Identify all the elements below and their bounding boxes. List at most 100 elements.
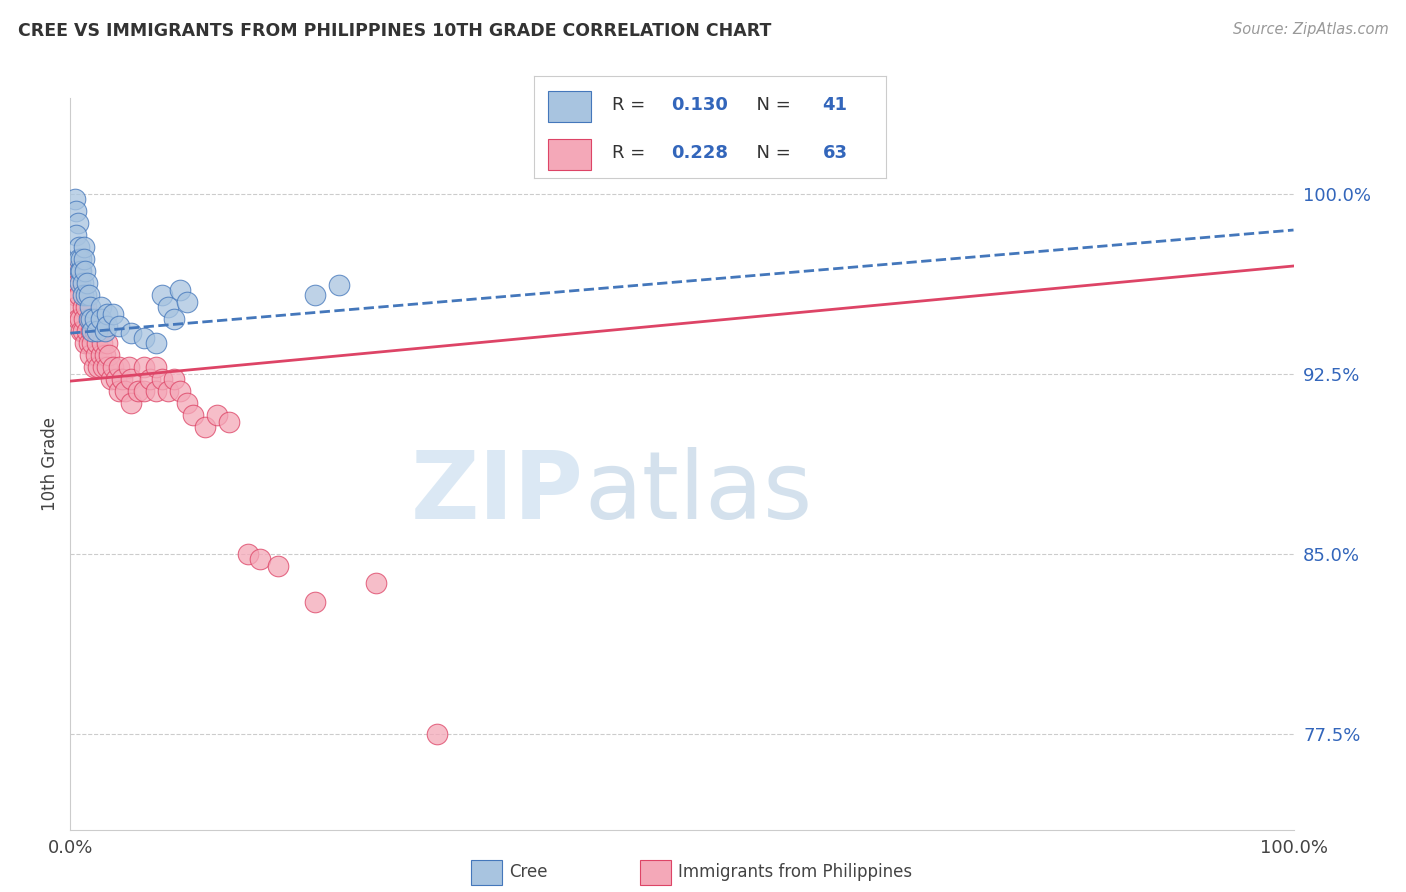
- Point: [77, 311, 100, 326]
- Point: [73, 252, 96, 266]
- Point: [366, 575, 388, 590]
- Point: [72, 324, 94, 338]
- Point: [73, 264, 96, 278]
- Point: [145, 335, 167, 350]
- Point: [67, 287, 90, 301]
- Point: [90, 324, 112, 338]
- Point: [205, 408, 228, 422]
- Point: [91, 335, 114, 350]
- Point: [83, 324, 105, 338]
- Point: [163, 311, 186, 326]
- Point: [169, 283, 191, 297]
- Point: [132, 331, 155, 345]
- Point: [69, 276, 91, 290]
- Point: [73, 311, 96, 326]
- Point: [83, 311, 105, 326]
- Point: [91, 359, 114, 374]
- Point: [108, 384, 131, 398]
- Point: [79, 311, 101, 326]
- Text: ZIP: ZIP: [411, 447, 583, 539]
- Point: [63, 264, 86, 278]
- Point: [127, 384, 149, 398]
- Point: [249, 551, 271, 566]
- Point: [150, 287, 173, 301]
- Point: [73, 335, 96, 350]
- Point: [98, 348, 121, 362]
- Text: CREE VS IMMIGRANTS FROM PHILIPPINES 10TH GRADE CORRELATION CHART: CREE VS IMMIGRANTS FROM PHILIPPINES 10TH…: [18, 22, 772, 40]
- Point: [72, 300, 94, 314]
- Point: [157, 384, 180, 398]
- Point: [87, 359, 110, 374]
- Point: [63, 287, 86, 301]
- Text: Immigrants from Philippines: Immigrants from Philippines: [678, 863, 912, 881]
- Point: [69, 311, 91, 326]
- Point: [75, 300, 97, 314]
- Point: [181, 408, 204, 422]
- Text: N =: N =: [745, 95, 797, 113]
- Point: [90, 348, 112, 362]
- Point: [83, 359, 105, 374]
- Point: [145, 384, 167, 398]
- Point: [76, 324, 98, 338]
- Point: [79, 300, 101, 314]
- Point: [65, 300, 87, 314]
- Point: [96, 335, 118, 350]
- Point: [111, 372, 134, 386]
- Point: [101, 307, 124, 321]
- Point: [163, 372, 186, 386]
- Point: [75, 287, 97, 301]
- Point: [132, 384, 155, 398]
- Point: [72, 276, 94, 290]
- Point: [77, 335, 100, 350]
- Point: [121, 326, 143, 340]
- Point: [67, 252, 90, 266]
- Point: [194, 419, 217, 434]
- Point: [93, 348, 115, 362]
- Point: [65, 227, 87, 242]
- Point: [66, 276, 89, 290]
- Point: [139, 372, 162, 386]
- Point: [96, 318, 118, 333]
- Point: [70, 264, 93, 278]
- Point: [132, 359, 155, 374]
- Text: 41: 41: [823, 95, 848, 113]
- Y-axis label: 10th Grade: 10th Grade: [41, 417, 59, 511]
- Point: [176, 395, 198, 409]
- Point: [72, 287, 94, 301]
- Text: atlas: atlas: [583, 447, 813, 539]
- Point: [82, 335, 104, 350]
- Point: [86, 335, 108, 350]
- Point: [65, 203, 87, 218]
- Text: N =: N =: [745, 144, 797, 161]
- Point: [114, 384, 136, 398]
- Point: [100, 372, 122, 386]
- Point: [93, 324, 115, 338]
- Point: [70, 324, 93, 338]
- Point: [77, 287, 100, 301]
- Text: R =: R =: [612, 144, 651, 161]
- Point: [67, 240, 90, 254]
- Point: [108, 318, 131, 333]
- Text: Source: ZipAtlas.com: Source: ZipAtlas.com: [1233, 22, 1389, 37]
- Point: [80, 324, 103, 338]
- Point: [267, 558, 290, 573]
- Point: [90, 300, 112, 314]
- Point: [145, 359, 167, 374]
- Point: [328, 278, 350, 293]
- Point: [86, 324, 108, 338]
- Text: R =: R =: [612, 95, 651, 113]
- Point: [426, 726, 449, 740]
- Point: [96, 359, 118, 374]
- Text: 0.130: 0.130: [672, 95, 728, 113]
- Point: [73, 240, 96, 254]
- Text: 0.228: 0.228: [672, 144, 728, 161]
- Point: [176, 295, 198, 310]
- Point: [121, 372, 143, 386]
- FancyBboxPatch shape: [548, 139, 591, 170]
- Point: [101, 359, 124, 374]
- Point: [66, 311, 89, 326]
- Text: 63: 63: [823, 144, 848, 161]
- Point: [169, 384, 191, 398]
- Point: [76, 276, 98, 290]
- Point: [82, 324, 104, 338]
